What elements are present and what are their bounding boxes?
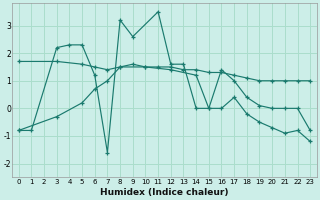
X-axis label: Humidex (Indice chaleur): Humidex (Indice chaleur) <box>100 188 229 197</box>
